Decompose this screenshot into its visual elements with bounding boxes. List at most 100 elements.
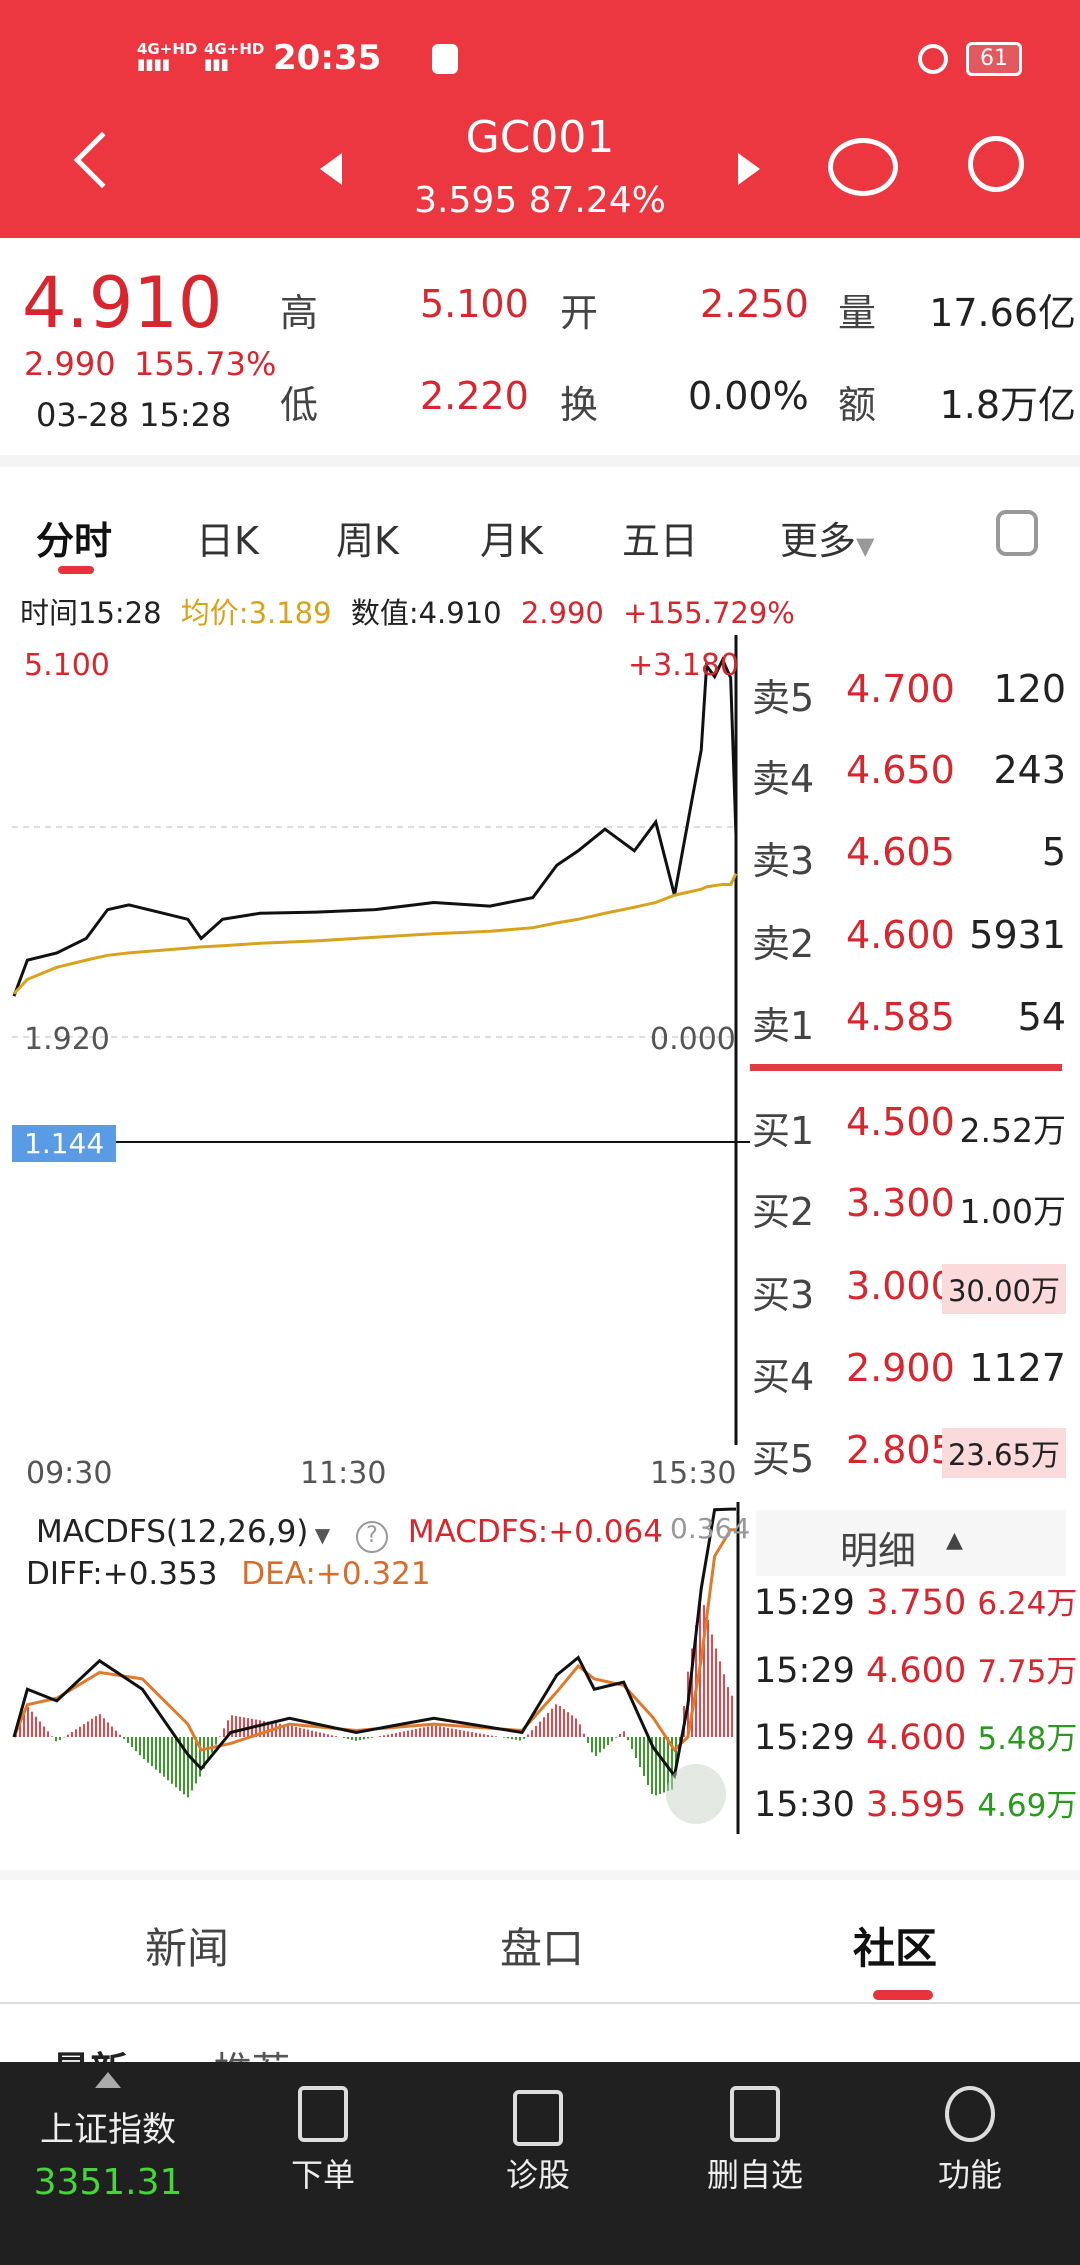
signal-1: 4G+HD ▮▮▮▮ [137,40,198,73]
bid-price[interactable]: 2.805 [846,1428,955,1472]
tick-time: 15:29 [754,1718,855,1758]
dropdown-icon: ▼ [856,532,875,560]
sort-up-icon[interactable]: ▲ [946,1528,963,1553]
ask-price[interactable]: 4.600 [846,913,955,957]
diff-line [12,1507,736,1780]
bid-price[interactable]: 4.500 [846,1100,955,1144]
status-time: 20:35 [273,38,382,78]
tick-row: 15:29 4.600 5.48万 [754,1713,1077,1758]
order-icon[interactable] [298,2086,348,2142]
diagnose-icon[interactable] [513,2090,563,2146]
y-min-label: 1.920 [24,1022,110,1057]
tick-price: 4.600 [866,1651,967,1691]
ask-bid-divider [750,1064,1062,1071]
crosshair-value: 1.144 [12,1125,117,1162]
tick-row: 15:30 3.595 4.69万 [754,1780,1077,1825]
hexagon-settings-icon[interactable] [996,510,1038,556]
open-value: 2.250 [700,282,809,326]
prev-stock-button[interactable] [320,153,342,185]
alarm-icon [918,44,948,74]
ask-price[interactable]: 4.605 [846,830,955,874]
header: 4G+HD ▮▮▮▮ 4G+HD ▮▮▮ 20:35 61 GC001 3.595 … [0,0,1080,238]
tab-weekly-k[interactable]: 周K [336,519,399,563]
expand-up-icon[interactable] [95,2072,121,2088]
bid-volume: 1.00万 [959,1192,1066,1231]
ask-label: 卖4 [752,757,815,801]
bid-price[interactable]: 3.000 [846,1264,955,1308]
tab-five-day[interactable]: 五日 [622,519,699,563]
bid-volume: 23.65万 [941,1428,1066,1478]
ask-price[interactable]: 4.585 [846,995,955,1039]
diagnose-button[interactable]: 诊股 [505,2156,570,2194]
bottom-dock: 上证指数 3351.31 下单 诊股 删自选 功能 [0,2062,1080,2265]
info-time: 时间15:28 [20,596,162,630]
last-price: 4.910 [22,262,223,344]
functions-button[interactable]: 功能 [937,2156,1002,2194]
functions-icon[interactable] [945,2086,995,2142]
tab-order-book[interactable]: 盘口 [500,1924,585,1973]
y-max-label: 5.100 [24,648,110,683]
battery-icon: 61 [966,42,1022,76]
ticks-title[interactable]: 明细 [840,1529,917,1573]
change-pct: 155.73% [134,345,277,383]
stock-subtitle: 3.595 87.24% [414,180,666,221]
dropdown-icon[interactable]: ▼ [308,1523,331,1547]
bid-volume: 1127 [969,1346,1066,1390]
tab-daily-k[interactable]: 日K [196,519,259,563]
tab-intraday[interactable]: 分时 [36,519,113,563]
index-value[interactable]: 3351.31 [33,2162,183,2203]
diff-value: DIFF:+0.353 [26,1556,218,1592]
tab-community[interactable]: 社区 [853,1924,938,1973]
high-label: 高 [280,291,319,335]
tick-volume: 4.69万 [977,1788,1078,1824]
bid-label: 买3 [752,1273,815,1317]
robot-icon[interactable] [828,138,898,196]
remove-watchlist-button[interactable]: 删自选 [706,2156,803,2194]
low-label: 低 [280,383,319,427]
search-icon[interactable] [968,136,1024,192]
y-min-change-label: 0.000 [650,1022,736,1057]
indicator-select[interactable]: MACDFS(12,26,9) [36,1514,309,1550]
remove-watchlist-icon[interactable] [730,2086,780,2142]
macdfs-value: MACDFS:+0.064 [407,1514,663,1550]
tick-time: 15:30 [754,1785,855,1825]
high-value: 5.100 [420,282,529,326]
ask-label: 卖2 [752,922,815,966]
ask-label: 卖1 [752,1004,815,1048]
bid-label: 买5 [752,1437,815,1481]
tick-volume: 6.24万 [977,1586,1078,1622]
index-name[interactable]: 上证指数 [40,2110,176,2150]
bid-volume: 2.52万 [959,1111,1066,1150]
info-avg: 均价:3.189 [180,596,332,630]
tab-underline [58,566,94,574]
next-stock-button[interactable] [738,153,760,185]
change: 2.990 [24,345,116,383]
bid-price[interactable]: 2.900 [846,1346,955,1390]
low-value: 2.220 [420,374,529,418]
info-value: 数值:4.910 [350,596,502,630]
tick-volume: 5.48万 [977,1721,1078,1757]
order-button[interactable]: 下单 [290,2156,355,2194]
x-tick: 15:30 [650,1456,737,1491]
tick-row: 15:29 4.600 7.75万 [754,1646,1077,1691]
question-icon[interactable]: ? [356,1521,389,1553]
bid-label: 买1 [752,1109,815,1153]
tab-monthly-k[interactable]: 月K [480,519,543,563]
ticks-header[interactable] [756,1510,1066,1576]
tick-volume: 7.75万 [977,1654,1078,1690]
ask-volume: 120 [993,667,1066,711]
tick-time: 15:29 [754,1583,855,1623]
macd-header: MACDFS(12,26,9) ▼ ? MACDFS:+0.064 [36,1514,663,1553]
fullscreen-icon[interactable] [666,1764,726,1824]
ask-price[interactable]: 4.650 [846,748,955,792]
turnover-label: 换 [560,383,599,427]
macd-peak-label: 0.364 [670,1512,751,1545]
bid-price[interactable]: 3.300 [846,1181,955,1225]
avg-price-line [12,872,738,995]
tab-more[interactable]: 更多▼ [780,510,874,565]
tab-news[interactable]: 新闻 [145,1924,230,1973]
ask-volume: 54 [1017,995,1066,1039]
ask-price[interactable]: 4.700 [846,667,955,711]
info-pct: +155.729% [623,596,795,630]
